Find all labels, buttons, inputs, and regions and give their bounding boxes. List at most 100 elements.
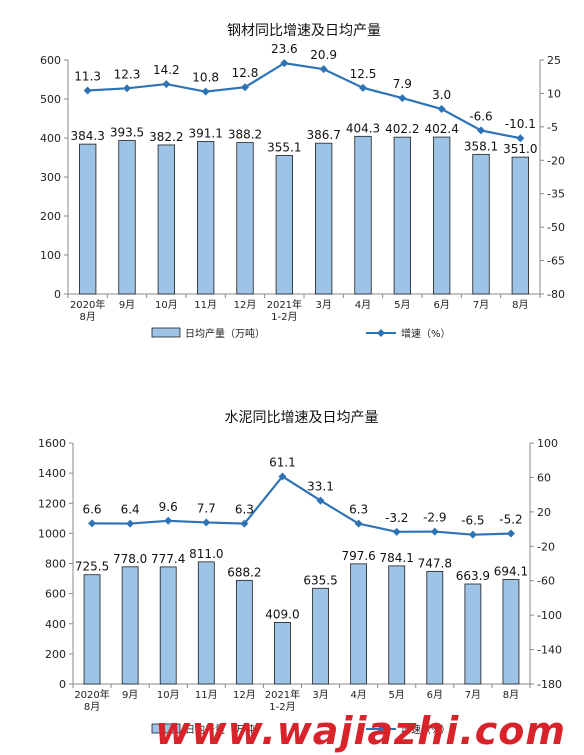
x-tick-label: 11月 (194, 299, 217, 311)
growth-value-label: 10.8 (192, 71, 219, 85)
right-tick-label: -20 (547, 154, 565, 167)
growth-point (241, 83, 249, 92)
right-tick-label: -50 (547, 221, 565, 234)
legend-bar-label: 日均产量（万吨） (185, 327, 265, 340)
legend-line-marker (377, 329, 385, 337)
growth-point (477, 126, 485, 135)
left-tick-label: 100 (40, 249, 61, 262)
x-tick-label: 2020年 8月 (74, 688, 109, 713)
bar-value-label: 358.1 (464, 139, 498, 153)
x-tick-label: 9月 (119, 299, 135, 311)
bar-value-label: 784.1 (380, 551, 414, 565)
bar (464, 583, 482, 685)
bar (350, 563, 368, 685)
x-tick-label: 2020年 8月 (70, 298, 105, 323)
bar (197, 561, 215, 685)
growth-point (516, 134, 525, 143)
chart-title: 钢材同比增速及日均产量 (227, 23, 381, 39)
right-tick-label: -100 (537, 609, 562, 622)
growth-value-label: -10.1 (505, 117, 536, 131)
growth-value-label: 6.4 (121, 503, 140, 517)
left-tick-label: 500 (40, 93, 61, 106)
growth-value-label: -3.2 (385, 511, 408, 525)
bar (393, 136, 411, 295)
right-tick-label: -65 (547, 255, 565, 268)
bar (433, 136, 451, 295)
bar-value-label: 355.1 (267, 141, 301, 155)
bar (315, 142, 333, 295)
bar-value-label: 635.5 (303, 573, 337, 587)
growth-line (92, 475, 511, 536)
legend-bar-swatch (151, 327, 181, 338)
x-tick-label: 10月 (157, 689, 180, 701)
growth-point (278, 472, 287, 481)
right-tick-label: -80 (547, 288, 565, 301)
bar-value-label: 694.1 (494, 564, 528, 578)
bar (388, 565, 406, 685)
bar-value-label: 393.5 (110, 126, 144, 140)
right-tick-label: 20 (537, 506, 551, 519)
right-tick-label: -60 (537, 575, 555, 588)
right-tick-label: 10 (547, 87, 561, 100)
x-tick-label: 6月 (433, 299, 449, 311)
growth-value-label: 6.6 (82, 502, 101, 516)
bar (118, 140, 136, 295)
growth-line (87, 61, 521, 140)
growth-point (437, 105, 446, 114)
x-tick-label: 6月 (427, 689, 443, 701)
growth-point (126, 519, 135, 528)
right-tick-label: -140 (537, 644, 562, 657)
cement-chart: 水泥同比增速及日均产量 0 200 400 600 800 1000 1200 1400 1600… (38, 410, 562, 736)
bar (159, 566, 177, 685)
bar (502, 579, 520, 685)
growth-point (359, 83, 367, 92)
growth-point (123, 84, 131, 93)
bar-value-label: 388.2 (228, 128, 262, 142)
bar-value-label: 384.3 (70, 129, 104, 143)
right-tick-label: -35 (547, 188, 565, 201)
left-tick-label: 0 (59, 678, 66, 691)
right-tick-label: 100 (537, 437, 558, 450)
bar (472, 153, 490, 295)
left-tick-label: 600 (45, 588, 66, 601)
growth-value-label: 3.0 (432, 88, 451, 102)
x-tick-label: 4月 (350, 689, 366, 701)
x-tick-label: 7月 (465, 689, 481, 701)
growth-value-label: -5.2 (499, 513, 522, 527)
left-tick-label: 1200 (38, 497, 66, 510)
left-tick-label: 400 (40, 132, 61, 145)
growth-point (83, 86, 92, 95)
growth-value-label: 9.6 (159, 500, 178, 514)
x-tick-label: 3月 (312, 689, 328, 701)
growth-value-label: 14.2 (153, 63, 180, 77)
bar-value-label: 391.1 (188, 126, 222, 140)
bar-value-label: 777.4 (151, 552, 185, 566)
bar-value-label: 351.0 (503, 142, 537, 156)
bar-value-label: 402.2 (385, 122, 419, 136)
x-tick-label: 10月 (155, 299, 178, 311)
growth-point (164, 516, 173, 525)
bar (426, 570, 444, 685)
left-tick-label: 200 (40, 210, 61, 223)
growth-value-label: 20.9 (310, 48, 337, 62)
bar-value-label: 778.0 (113, 552, 147, 566)
legend-bar-label: 日均产量（万吨） (185, 723, 265, 736)
bar (236, 142, 254, 295)
bar-value-label: 386.7 (306, 128, 340, 142)
growth-point (88, 519, 97, 528)
bar (235, 579, 253, 685)
bar-value-label: 402.4 (424, 122, 458, 136)
steel-chart: 钢材同比增速及日均产量 0 100 200 300 400 500 600 -80 -65 -50 -… (40, 23, 565, 340)
bar (121, 566, 139, 685)
x-tick-label: 5月 (389, 689, 405, 701)
growth-value-label: -2.9 (423, 511, 446, 525)
bar-value-label: 382.2 (149, 130, 183, 144)
left-tick-label: 800 (45, 558, 66, 571)
growth-value-label: 12.3 (114, 67, 141, 81)
growth-point (354, 519, 363, 528)
legend-line-label: 增速（%） (401, 327, 451, 340)
left-tick-label: 1600 (38, 437, 66, 450)
watermark: www.wajiazhi.com (155, 709, 566, 753)
growth-value-label: 7.7 (197, 501, 216, 515)
growth-point (430, 527, 439, 536)
